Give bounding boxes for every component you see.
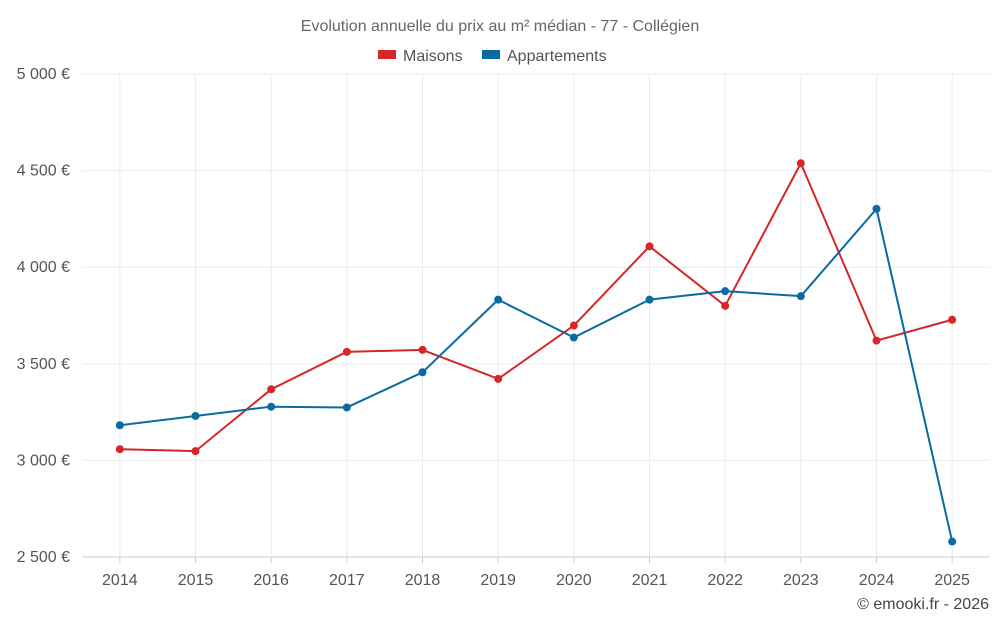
data-point-maisons[interactable] (115, 445, 124, 454)
data-point-appartements[interactable] (872, 204, 881, 213)
data-point-maisons[interactable] (191, 447, 200, 456)
data-point-appartements[interactable] (342, 403, 351, 412)
data-point-appartements[interactable] (267, 402, 276, 411)
grid-lines (82, 73, 990, 563)
data-point-maisons[interactable] (721, 301, 730, 310)
x-tick-label: 2021 (632, 572, 668, 589)
data-point-appartements[interactable] (796, 292, 805, 301)
chart-title: Evolution annuelle du prix au m² médian … (301, 18, 699, 35)
y-tick-label: 4 500 € (17, 163, 70, 180)
x-tick-label: 2015 (178, 572, 214, 589)
x-tick-label: 2016 (253, 572, 289, 589)
x-tick-label: 2018 (405, 572, 441, 589)
data-point-maisons[interactable] (569, 321, 578, 330)
x-tick-label: 2023 (783, 572, 819, 589)
data-point-maisons[interactable] (872, 336, 881, 345)
x-tick-label: 2014 (102, 572, 138, 589)
series-layer (115, 159, 957, 546)
series-line-maisons (119, 162, 953, 453)
data-point-appartements[interactable] (948, 537, 957, 546)
data-point-maisons[interactable] (948, 315, 957, 324)
x-tick-label: 2019 (480, 572, 516, 589)
data-point-appartements[interactable] (115, 421, 124, 430)
y-tick-label: 5 000 € (17, 66, 70, 83)
x-tick-label: 2025 (934, 572, 970, 589)
data-point-maisons[interactable] (796, 159, 805, 168)
x-tick-label: 2024 (859, 572, 895, 589)
data-point-appartements[interactable] (569, 333, 578, 342)
data-point-appartements[interactable] (721, 287, 730, 296)
data-point-maisons[interactable] (267, 385, 276, 394)
x-tick-label: 2022 (707, 572, 743, 589)
data-point-appartements[interactable] (494, 295, 503, 304)
credit-text: © emooki.fr - 2026 (857, 596, 989, 613)
data-point-appartements[interactable] (418, 368, 427, 377)
legend-swatch-appartements (482, 50, 500, 59)
data-point-maisons[interactable] (645, 242, 654, 251)
legend-label-appartements[interactable]: Appartements (507, 48, 607, 65)
x-tick-label: 2017 (329, 572, 365, 589)
data-point-maisons[interactable] (418, 345, 427, 354)
legend-swatch-maisons (378, 50, 396, 59)
data-point-appartements[interactable] (191, 411, 200, 420)
y-axis-ticks: 2 500 € 3 000 € 3 500 € 4 000 € 4 500 € 5 000… (17, 66, 70, 566)
data-point-appartements[interactable] (645, 295, 654, 304)
data-point-maisons[interactable] (342, 347, 351, 356)
x-axis-ticks: 2014 2015 2016 2017 2018 2019 2020 2021 2022 2023… (102, 572, 970, 589)
chart-legend: Maisons Appartements (378, 48, 607, 65)
series-line-appartements (119, 207, 954, 542)
y-tick-label: 3 000 € (17, 452, 70, 469)
legend-label-maisons[interactable]: Maisons (403, 48, 463, 65)
x-tick-label: 2020 (556, 572, 592, 589)
y-tick-label: 3 500 € (17, 356, 70, 373)
data-point-maisons[interactable] (494, 374, 503, 383)
y-tick-label: 4 000 € (17, 259, 70, 276)
y-tick-label: 2 500 € (17, 549, 70, 566)
